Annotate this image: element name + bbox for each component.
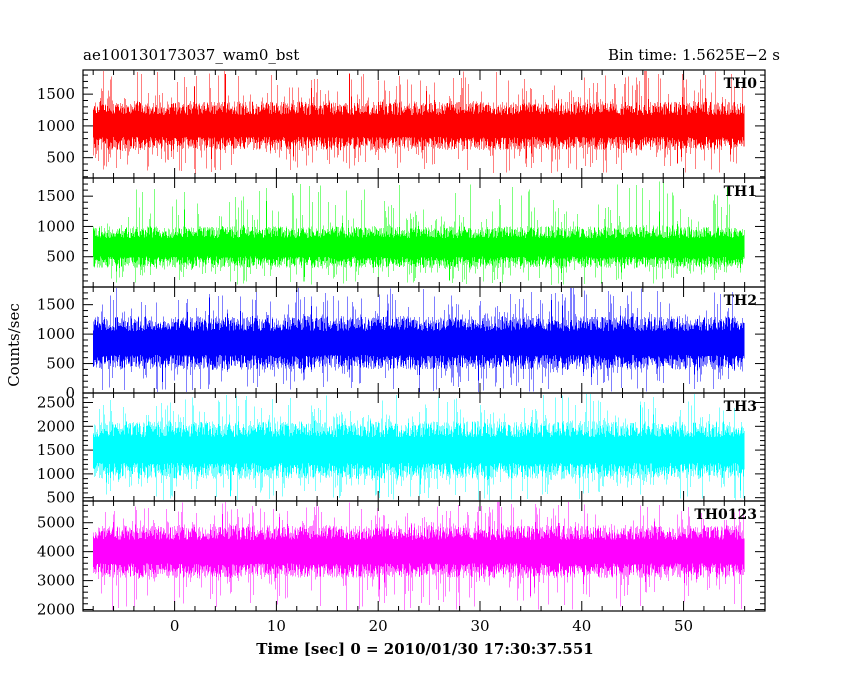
y-tick-label-th3: 2500	[37, 394, 75, 412]
chart-title-right: Bin time: 1.5625E−2 s	[608, 46, 780, 64]
y-axis-label: Counts/sec	[5, 303, 23, 387]
y-tick-label-th0: 1000	[37, 117, 75, 135]
x-tick-label: 0	[170, 617, 180, 635]
x-tick-label: 40	[572, 617, 591, 635]
series-line-th2	[92, 288, 745, 392]
chart-title-left: ae100130173037_wam0_bst	[83, 46, 299, 64]
y-tick-label-th3: 2000	[37, 417, 75, 435]
panel-label-th0: TH0	[724, 76, 758, 92]
panel-th0	[92, 71, 745, 174]
panel-th3	[92, 394, 745, 500]
panel-th1	[92, 181, 745, 285]
panel-th2	[92, 288, 745, 392]
x-axis-label: Time [sec] 0 = 2010/01/30 17:30:37.551	[256, 640, 593, 658]
y-tick-label-th3: 1500	[37, 441, 75, 459]
series-line-th0	[92, 71, 745, 174]
x-tick-label: 30	[470, 617, 489, 635]
x-tick-label: 20	[369, 617, 388, 635]
panel-frame-th0123	[82, 500, 766, 612]
panel-th0123	[92, 502, 745, 610]
y-tick-label-th1: 1500	[37, 187, 75, 205]
y-tick-label-th2: 1000	[37, 325, 75, 343]
x-tick-label: 10	[267, 617, 286, 635]
panel-label-th3: TH3	[724, 399, 757, 415]
y-tick-label-th3: 1000	[37, 465, 75, 483]
series-line-th0123	[92, 502, 745, 610]
y-tick-label-th2: 500	[46, 355, 75, 373]
panel-label-th0123: TH0123	[694, 507, 757, 523]
panel-label-th2: TH2	[724, 293, 757, 309]
y-tick-label-th0123: 2000	[37, 601, 75, 619]
y-tick-label-th0: 1500	[37, 85, 75, 103]
series-line-th1	[92, 181, 745, 285]
x-tick-label: 50	[674, 617, 693, 635]
y-tick-label-th0123: 5000	[37, 514, 75, 532]
y-tick-label-th0123: 3000	[37, 572, 75, 590]
y-tick-label-th0: 500	[46, 149, 75, 167]
y-tick-label-th1: 500	[46, 248, 75, 266]
panel-label-th1: TH1	[724, 184, 757, 200]
series-line-th3	[92, 394, 745, 500]
panels-layer	[92, 71, 745, 610]
y-tick-label-th2: 0	[65, 384, 75, 402]
y-tick-label-th1: 1000	[37, 217, 75, 235]
y-tick-label-th0123: 4000	[37, 543, 75, 561]
y-tick-label-th3: 500	[46, 489, 75, 507]
y-tick-label-th2: 1500	[37, 296, 75, 314]
